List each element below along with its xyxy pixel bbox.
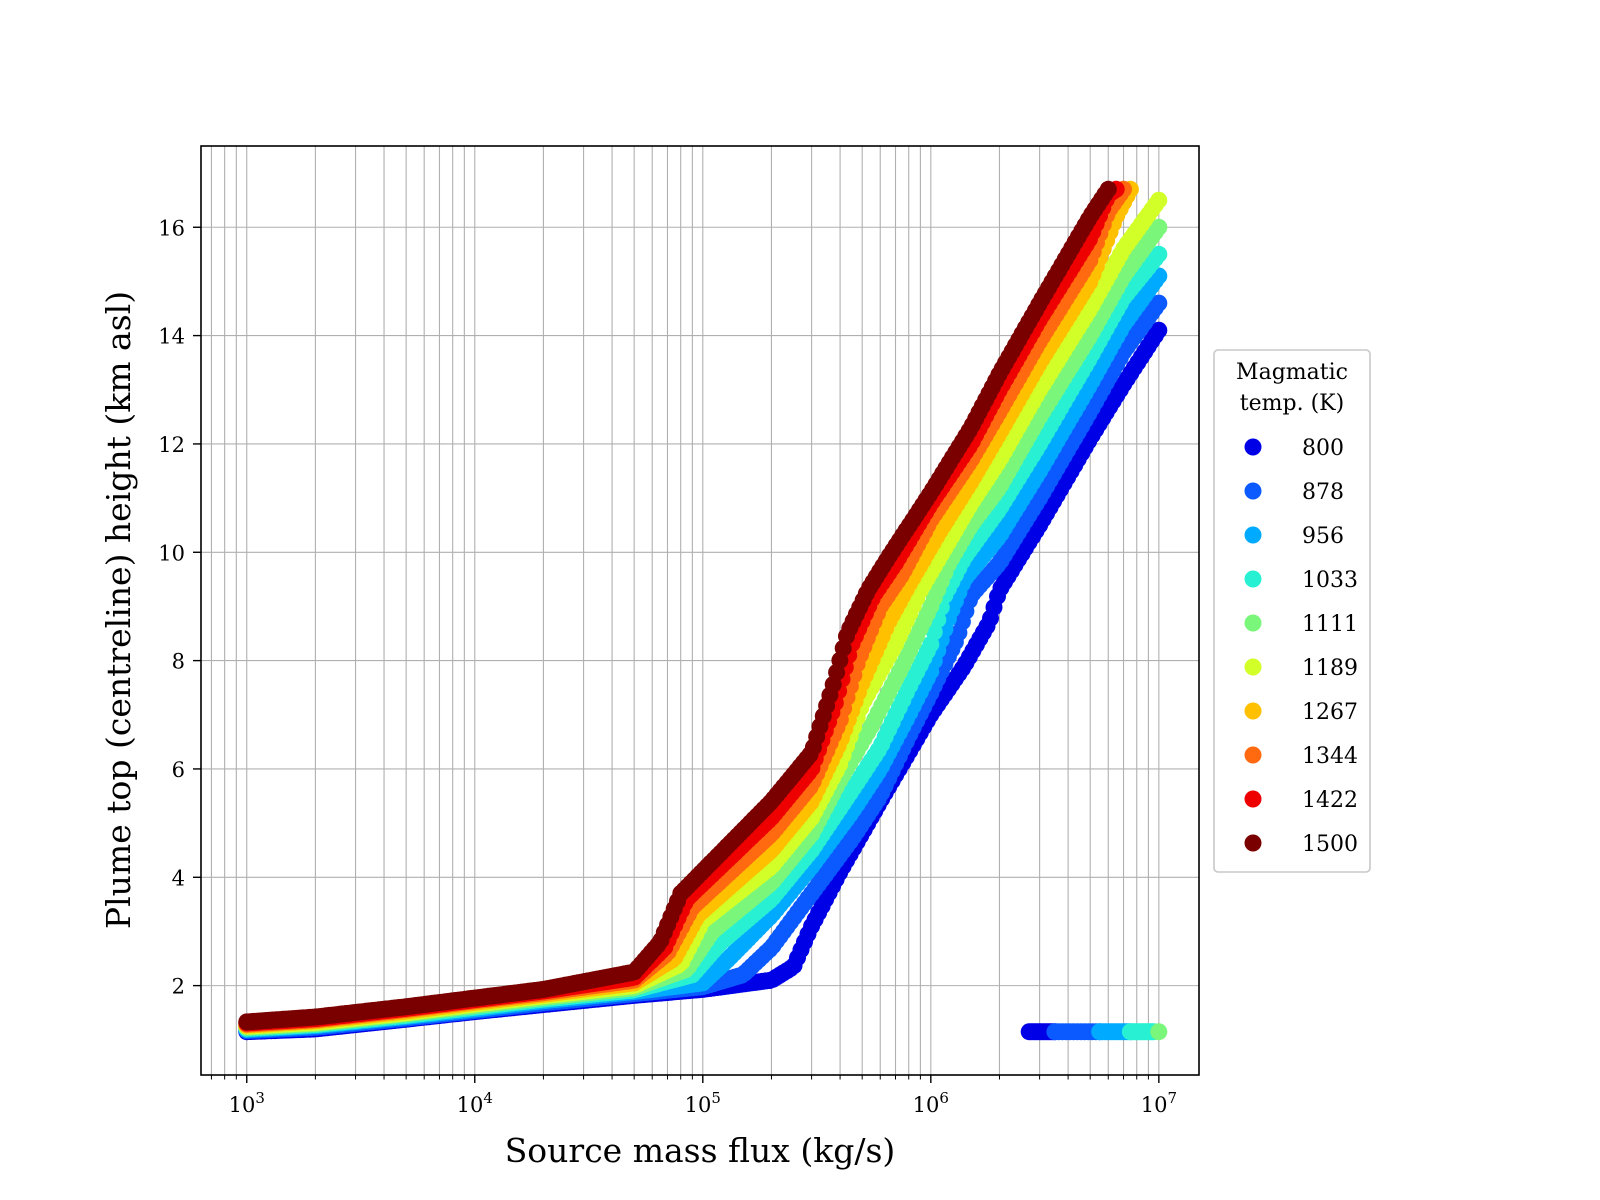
x-tick-label: 103 <box>229 1089 265 1117</box>
legend-frame <box>1213 349 1371 873</box>
legend-title-line-2: temp. (K) <box>1240 391 1344 416</box>
data-point <box>1150 218 1168 236</box>
x-tick-label: 106 <box>913 1089 949 1117</box>
legend-marker <box>1244 746 1262 764</box>
legend-label: 1267 <box>1302 700 1358 725</box>
legend: Magmatic temp. (K) 800 878 956 1033 1111 1189… <box>1213 349 1371 873</box>
data-point <box>1150 321 1168 339</box>
legend-marker <box>1244 790 1262 808</box>
legend-label: 1422 <box>1302 788 1358 813</box>
legend-label: 956 <box>1302 524 1344 549</box>
legend-marker <box>1244 702 1262 720</box>
legend-marker <box>1244 482 1262 500</box>
data-point <box>1099 180 1117 198</box>
legend-label: 1500 <box>1302 832 1358 857</box>
y-tick-label: 12 <box>158 433 185 457</box>
legend-marker <box>1244 526 1262 544</box>
y-tick-label: 10 <box>158 541 185 565</box>
x-tick-label: 104 <box>457 1089 493 1117</box>
plot-frame <box>200 145 1200 1076</box>
x-tick-label: 107 <box>1141 1089 1177 1117</box>
x-tick-label: 105 <box>685 1089 721 1117</box>
legend-marker <box>1244 658 1262 676</box>
legend-marker <box>1244 570 1262 588</box>
y-tick-label: 16 <box>158 216 185 240</box>
legend-marker <box>1244 834 1262 852</box>
legend-label: 1189 <box>1302 656 1358 681</box>
legend-label: 800 <box>1302 436 1344 461</box>
axis-ticks: 2 4 6 8 10 12 14 16 103 104 105 106 107 <box>158 216 1177 1117</box>
y-tick-label: 4 <box>172 866 185 890</box>
data-point <box>1150 294 1168 312</box>
data-point <box>1150 1023 1168 1041</box>
y-tick-label: 2 <box>172 975 185 999</box>
legend-label: 1033 <box>1302 568 1358 593</box>
x-axis-label: Source mass flux (kg/s) <box>505 1131 896 1170</box>
data-point <box>1150 245 1168 263</box>
legend-marker <box>1244 614 1262 632</box>
y-tick-label: 14 <box>158 325 185 349</box>
y-tick-label: 8 <box>172 650 185 674</box>
legend-label: 1111 <box>1302 612 1358 637</box>
legend-title-line-1: Magmatic <box>1236 360 1348 385</box>
data-point <box>1150 191 1168 209</box>
legend-label: 1344 <box>1302 744 1358 769</box>
scatter-points <box>238 180 1168 1041</box>
legend-marker <box>1244 438 1262 456</box>
y-tick-label: 6 <box>172 758 185 782</box>
legend-label: 878 <box>1302 480 1344 505</box>
y-axis-label: Plume top (centreline) height (km asl) <box>99 291 138 929</box>
